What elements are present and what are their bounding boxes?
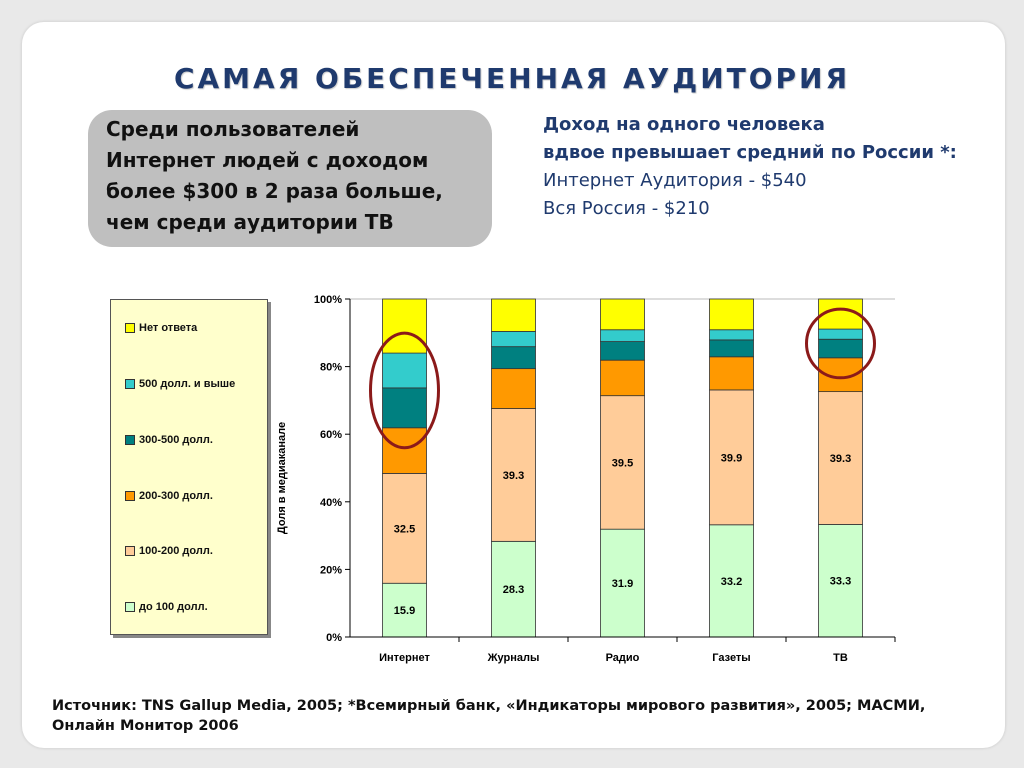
page-title: САМАЯ ОБЕСПЕЧЕННАЯ АУДИТОРИЯ	[173, 62, 851, 95]
legend-item: до 100 долл.	[125, 601, 208, 613]
legend-item: 100-200 долл.	[125, 545, 213, 557]
internet-income-value: - $540	[748, 170, 807, 191]
legend-label: 500 долл. и выше	[139, 378, 236, 390]
legend-item: Нет ответа	[125, 322, 197, 334]
callout-box: Среди пользователей Интернет людей с дох…	[88, 110, 492, 247]
legend-item: 500 долл. и выше	[125, 378, 235, 390]
legend-box: Нет ответа 500 долл. и выше 300-500 долл…	[110, 299, 268, 635]
legend-swatch	[125, 546, 135, 556]
source-note: Источник: TNS Gallup Media, 2005; *Всеми…	[52, 696, 925, 736]
source-line1: Источник: TNS Gallup Media, 2005; *Всеми…	[52, 698, 926, 714]
russia-income-label: Вся Россия	[543, 198, 646, 219]
legend-label: 300-500 долл.	[139, 434, 213, 446]
source-line2: Онлайн Монитор 2006	[52, 718, 239, 734]
legend-swatch	[125, 379, 135, 389]
legend-label: Нет ответа	[139, 322, 198, 334]
legend-swatch	[125, 602, 135, 612]
russia-income-value: - $210	[651, 198, 710, 219]
chart-legend: Нет ответа 500 долл. и выше 300-500 долл…	[110, 299, 270, 637]
russia-income-row: Вся Россия - $210	[543, 195, 1003, 223]
callout-line: чем среди аудитории ТВ	[106, 210, 394, 234]
internet-income-row: Интернет Аудитория - $540	[543, 167, 1003, 195]
legend-item: 200-300 долл.	[125, 490, 213, 502]
legend-label: 100-200 долл.	[139, 545, 213, 557]
legend-label: до 100 долл.	[139, 601, 208, 613]
legend-swatch	[125, 491, 135, 501]
star-footnote-marker: *:	[940, 142, 957, 163]
legend-swatch	[125, 435, 135, 445]
legend-item: 300-500 долл.	[125, 434, 213, 446]
callout-line: Интернет людей с доходом	[106, 148, 429, 172]
income-info-line2: вдвое превышает средний по России *:	[543, 139, 1003, 167]
income-info-line2-text: вдвое превышает средний по России	[543, 142, 934, 163]
internet-income-label: Интернет Аудитория	[543, 170, 743, 191]
legend-swatch	[125, 323, 135, 333]
income-info-line1: Доход на одного человека	[543, 114, 825, 135]
legend-label: 200-300 долл.	[139, 490, 213, 502]
callout-line: более $300 в 2 раза больше,	[106, 179, 443, 203]
income-info: Доход на одного человека вдвое превышает…	[543, 111, 1003, 223]
callout-line: Среди пользователей	[106, 117, 360, 141]
